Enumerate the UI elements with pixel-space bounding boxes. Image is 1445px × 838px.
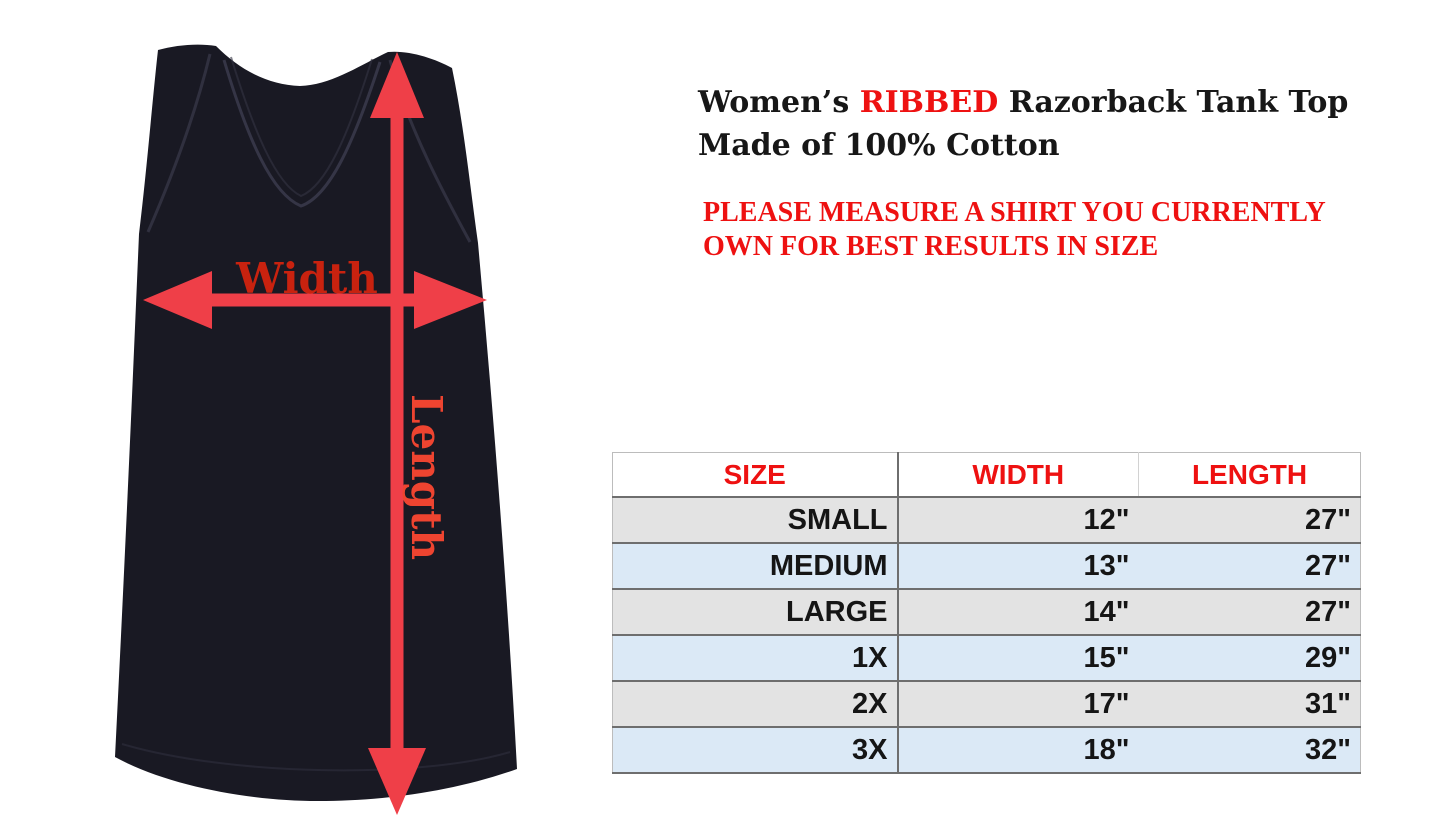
title-line-1: Women’s RIBBED Razorback Tank Top [698,82,1348,125]
warning-line-2: OWN FOR BEST RESULTS IN SIZE [703,231,1159,263]
column-header-size: SIZE [612,452,899,498]
size-table: SIZE WIDTH LENGTH SMALL 12" 27" MEDIUM 1… [612,452,1361,774]
width-cell: 17" [897,681,1139,728]
length-cell: 29" [1138,635,1361,682]
size-cell: 2X [612,681,899,728]
tank-top-diagram: Width Length [115,44,517,815]
measurement-warning: PLEASE MEASURE A SHIRT YOU CURRENTLY OWN… [703,196,1326,264]
column-header-width: WIDTH [897,452,1139,498]
table-row-small: SMALL 12" 27" [612,497,1361,544]
table-row-large: LARGE 14" 27" [612,589,1361,636]
neckline-rib-seam [230,56,373,198]
length-cell: 27" [1138,497,1361,544]
title-prefix: Women’s [698,85,860,120]
width-arrow [143,271,487,329]
hem-seam [121,743,511,772]
width-cell: 15" [897,635,1139,682]
title-ribbed-highlight: RIBBED [859,85,999,120]
length-cell: 27" [1138,543,1361,590]
length-cell: 32" [1138,727,1361,774]
page-title: Women’s RIBBED Razorback Tank Top Made o… [698,82,1348,167]
size-cell: SMALL [612,497,899,544]
width-label: Width [235,254,378,303]
length-cell: 31" [1138,681,1361,728]
warning-line-1: PLEASE MEASURE A SHIRT YOU CURRENTLY [703,197,1326,228]
length-cell: 27" [1138,589,1361,636]
length-label: Length [402,394,451,560]
neckline-seam [222,59,382,208]
width-cell: 13" [897,543,1139,590]
column-header-length: LENGTH [1138,452,1361,498]
size-cell: MEDIUM [612,543,899,590]
left-armhole-seam [146,53,212,233]
title-suffix: Razorback Tank Top [998,85,1349,120]
length-arrow [368,52,426,815]
table-row-1x: 1X 15" 29" [612,635,1361,682]
table-row-3x: 3X 18" 32" [612,727,1361,774]
size-cell: 1X [612,635,899,682]
size-cell: LARGE [612,589,899,636]
width-cell: 12" [897,497,1139,544]
size-table-header-row: SIZE WIDTH LENGTH [612,452,1361,498]
table-row-medium: MEDIUM 13" 27" [612,543,1361,590]
width-cell: 18" [897,727,1139,774]
width-cell: 14" [897,589,1139,636]
tank-silhouette [115,44,517,802]
table-row-2x: 2X 17" 31" [612,681,1361,728]
title-line-2: Made of 100% Cotton [698,127,1060,163]
size-cell: 3X [612,727,899,774]
